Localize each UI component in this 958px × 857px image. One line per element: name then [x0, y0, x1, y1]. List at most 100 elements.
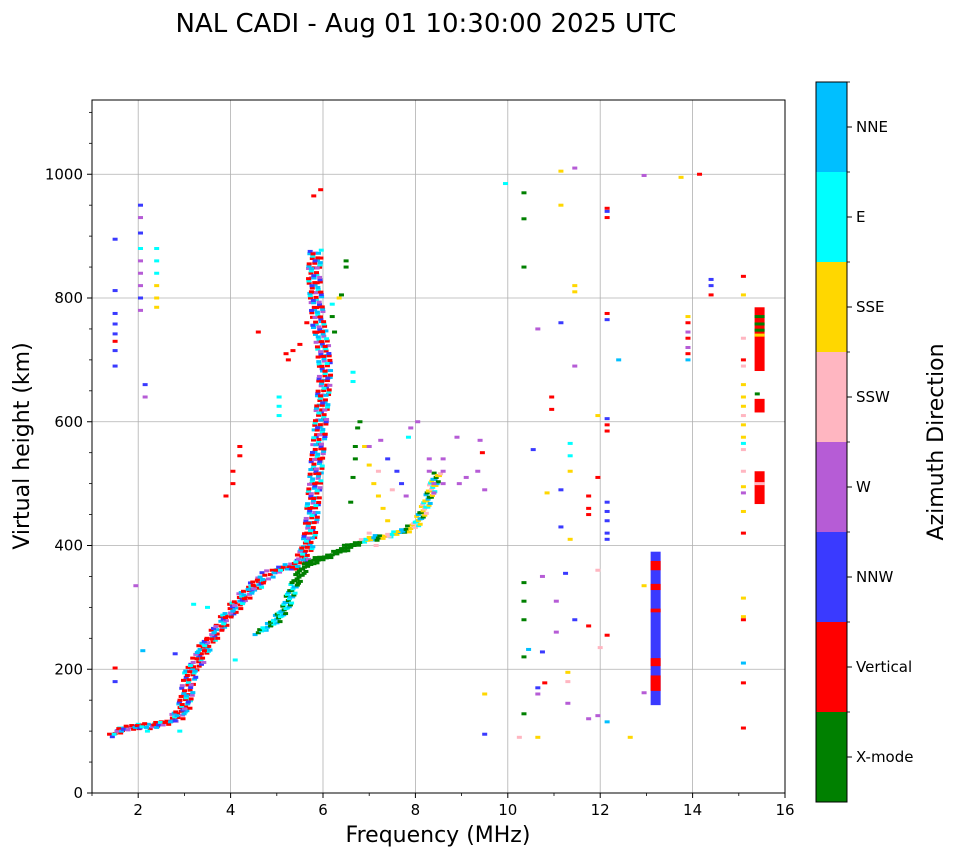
echo-point [329, 302, 335, 306]
trace-o-point [269, 568, 275, 572]
echo-point [572, 364, 578, 368]
trace-o-point [313, 506, 319, 510]
trace-o-point [315, 452, 321, 456]
echo-point [685, 330, 691, 334]
trace-o-point [324, 417, 330, 421]
trace-o-point [129, 724, 135, 728]
trace-o-point [323, 420, 329, 424]
chart-title: NAL CADI - Aug 01 10:30:00 2025 UTC [176, 9, 677, 39]
trace-o-point [310, 254, 316, 258]
trace-o-point [322, 435, 328, 439]
trace-o-point [322, 398, 328, 402]
trace-o-point [186, 678, 192, 682]
echo-point [366, 463, 372, 467]
trace-o-point [218, 624, 224, 628]
trace-o-point [201, 639, 207, 643]
trace-o-point [209, 637, 215, 641]
trace-o-point [319, 295, 325, 299]
trace-x-point [295, 571, 301, 575]
trace-o-point [204, 651, 210, 655]
echo-point [572, 618, 578, 622]
echo-point [604, 509, 610, 513]
echo-point [604, 216, 610, 220]
echo-point [595, 414, 601, 418]
trace-o-point [301, 534, 307, 538]
echo-bar-accent [754, 333, 765, 337]
trace-o-point [242, 595, 248, 599]
trace-o-point [310, 526, 316, 530]
echo-point [521, 581, 527, 585]
trace-o-point [271, 571, 277, 575]
trace-x-point [426, 483, 432, 487]
echo-point [567, 469, 573, 473]
trace-x-point [294, 577, 300, 581]
echo-point [597, 646, 603, 650]
echo-point [454, 435, 460, 439]
trace-o-point [312, 484, 318, 488]
trace-o-point [277, 570, 283, 574]
trace-o-point [215, 636, 221, 640]
trace-o-point [308, 296, 314, 300]
trace-o-point [317, 327, 323, 331]
trace-x-point [314, 561, 320, 565]
trace-o-point [319, 466, 325, 470]
echo-point [604, 429, 610, 433]
trace-x-point [424, 491, 430, 495]
trace-o-point [306, 277, 312, 281]
echo-point [350, 380, 356, 384]
trace-x-point [342, 546, 348, 550]
trace-x-point [304, 561, 310, 565]
trace-o-point [282, 563, 288, 567]
trace-o-point [313, 322, 319, 326]
trace-x-point [368, 538, 374, 542]
echo-point [740, 681, 746, 685]
trace-x-point [293, 573, 299, 577]
echo-point [237, 445, 243, 448]
echo-point [740, 509, 746, 513]
trace-x-point [362, 540, 368, 544]
trace-o-point [308, 468, 314, 472]
trace-x-point [292, 591, 298, 595]
trace-o-point [139, 725, 145, 729]
echo-point [285, 358, 291, 362]
trace-x-point [338, 548, 344, 552]
trace-o-point [324, 364, 330, 368]
echo-point [502, 182, 508, 186]
trace-o-point [249, 591, 255, 595]
trace-o-point [309, 453, 315, 457]
trace-o-point [313, 504, 319, 508]
trace-o-point [317, 399, 323, 403]
echo-point [154, 284, 160, 288]
echo-point [604, 423, 610, 427]
trace-o-point [324, 337, 330, 341]
trace-o-point [318, 479, 324, 483]
trace-o-point [188, 697, 194, 701]
trace-x-point [283, 594, 289, 598]
echo-point [740, 531, 746, 535]
echo-point [343, 259, 349, 263]
trace-x-point [283, 607, 289, 611]
trace-o-point [311, 276, 317, 280]
echo-point [394, 469, 400, 473]
trace-o-point [230, 609, 236, 613]
trace-o-point [316, 413, 322, 417]
echo-point [535, 692, 541, 696]
trace-x-point [425, 497, 431, 501]
trace-o-point [154, 725, 160, 729]
trace-o-point [192, 677, 198, 681]
trace-x-point [290, 587, 296, 591]
trace-o-point [179, 704, 185, 708]
trace-x-point [406, 530, 412, 534]
trace-o-point [320, 307, 326, 311]
trace-x-point [337, 550, 343, 554]
colorbar-segment [816, 82, 847, 172]
trace-o-point [306, 266, 312, 270]
trace-o-point [318, 317, 324, 321]
echo-point [521, 712, 527, 716]
plot-background [92, 100, 785, 793]
echo-point [604, 519, 610, 523]
echo-point [440, 469, 446, 473]
trace-o-point [190, 660, 196, 664]
echo-point [740, 726, 746, 730]
echo-point [595, 475, 601, 479]
